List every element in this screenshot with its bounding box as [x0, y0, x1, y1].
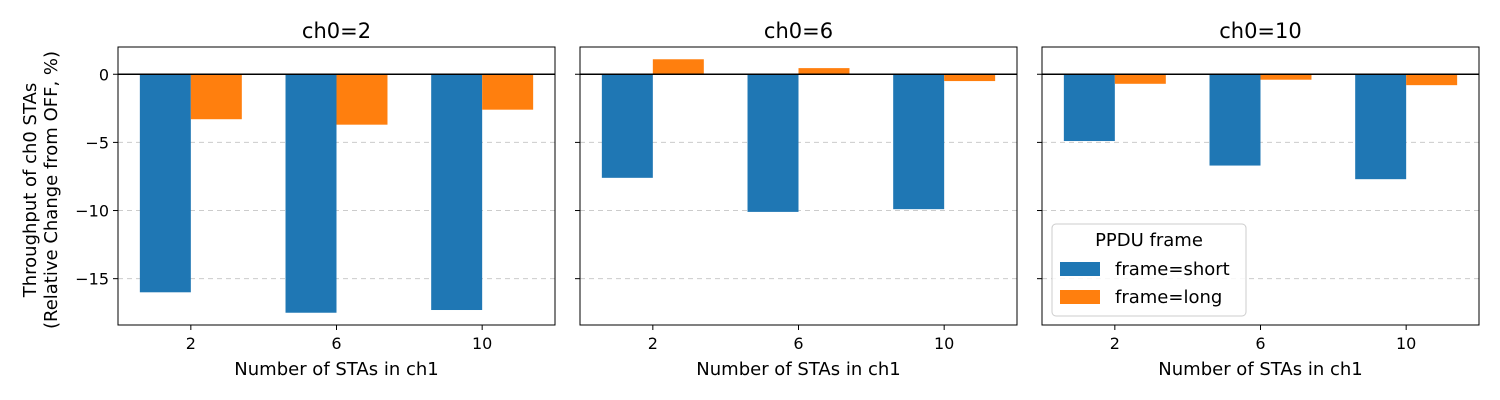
x-tick-label: 2: [1110, 334, 1120, 353]
panel-2: 2 6 10 Number of STAs in ch1 ch0=6: [575, 19, 1018, 380]
x-tick-label: 6: [331, 334, 341, 353]
legend-swatch-long: [1060, 290, 1100, 304]
bar-long-6: [336, 74, 388, 125]
bar-long-2: [652, 59, 704, 75]
y-axis-label-line1: Throughput of ch0 STAs: [20, 83, 41, 299]
bar-short-2: [1063, 74, 1115, 142]
panel-1: 0 −5 −10 −15 2 6 10 Number of STAs in ch1 ch0=2: [75, 19, 556, 380]
legend-title: PPDU frame: [1095, 230, 1203, 251]
bar-short-10: [893, 74, 945, 210]
bar-short-6: [747, 74, 799, 212]
x-axis-label: Number of STAs in ch1: [696, 359, 900, 380]
x-tick-label: 2: [186, 334, 196, 353]
bar-short-10: [431, 74, 483, 311]
y-tick-label: −10: [75, 202, 109, 221]
bar-long-2: [1114, 74, 1166, 84]
panel-title: ch0=6: [764, 19, 833, 43]
bar-long-10: [1406, 74, 1458, 86]
legend-frame: [1051, 223, 1247, 317]
y-tick-label: 0: [99, 65, 109, 84]
legend: PPDU frame frame=short frame=long: [1051, 223, 1247, 317]
x-tick-label: 10: [934, 334, 954, 353]
panel-title: ch0=2: [302, 19, 371, 43]
legend-label-long: frame=long: [1115, 287, 1222, 308]
bar-long-2: [190, 74, 242, 120]
y-tick-label: −5: [85, 133, 109, 152]
bar-short-2: [139, 74, 191, 293]
bar-short-10: [1355, 74, 1407, 180]
panel-title: ch0=10: [1219, 19, 1302, 43]
panels: 0 −5 −10 −15 2 6 10 Number of STAs in ch1 ch0=2 2…: [75, 19, 1480, 380]
bar-short-6: [285, 74, 337, 313]
panel-3: 2 6 10 Number of STAs in ch1 ch0=10: [1037, 19, 1480, 380]
legend-label-short: frame=short: [1115, 259, 1230, 280]
x-axis-label: Number of STAs in ch1: [1158, 359, 1362, 380]
x-tick-label: 6: [1255, 334, 1265, 353]
x-tick-label: 10: [472, 334, 492, 353]
x-tick-label: 10: [1396, 334, 1416, 353]
x-tick-label: 6: [793, 334, 803, 353]
y-tick-label: −15: [75, 270, 109, 289]
bar-short-2: [601, 74, 653, 178]
bar-long-10: [944, 74, 996, 82]
y-axis-label-line2: (Relative Change from OFF, %): [41, 51, 62, 329]
x-tick-label: 2: [648, 334, 658, 353]
bar-long-6: [798, 68, 850, 75]
bar-long-10: [482, 74, 534, 110]
legend-swatch-short: [1060, 262, 1100, 276]
x-axis-label: Number of STAs in ch1: [234, 359, 438, 380]
bar-short-6: [1209, 74, 1261, 166]
bar-long-6: [1260, 74, 1312, 80]
